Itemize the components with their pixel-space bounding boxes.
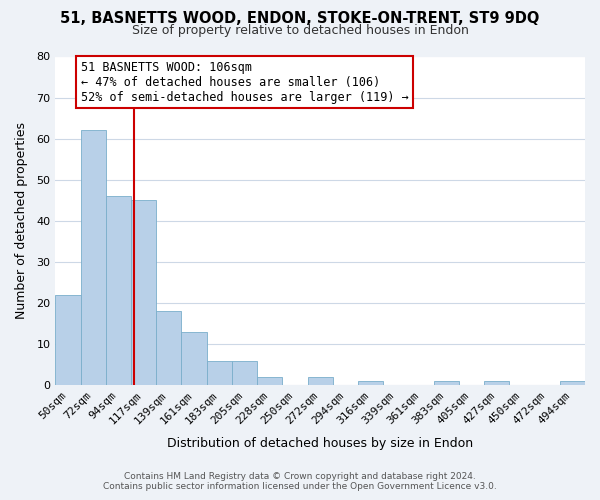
Bar	[131, 200, 156, 386]
Bar	[206, 360, 232, 386]
Text: 51 BASNETTS WOOD: 106sqm
← 47% of detached houses are smaller (106)
52% of semi-: 51 BASNETTS WOOD: 106sqm ← 47% of detach…	[80, 60, 408, 104]
Bar	[484, 381, 509, 386]
Bar	[55, 295, 80, 386]
Bar	[308, 377, 333, 386]
Bar	[358, 381, 383, 386]
Text: 51, BASNETTS WOOD, ENDON, STOKE-ON-TRENT, ST9 9DQ: 51, BASNETTS WOOD, ENDON, STOKE-ON-TRENT…	[61, 11, 539, 26]
Bar	[434, 381, 459, 386]
Y-axis label: Number of detached properties: Number of detached properties	[15, 122, 28, 320]
Bar	[257, 377, 283, 386]
Bar	[181, 332, 206, 386]
Bar	[156, 312, 181, 386]
Bar	[80, 130, 106, 386]
Text: Contains HM Land Registry data © Crown copyright and database right 2024.
Contai: Contains HM Land Registry data © Crown c…	[103, 472, 497, 491]
X-axis label: Distribution of detached houses by size in Endon: Distribution of detached houses by size …	[167, 437, 473, 450]
Bar	[106, 196, 131, 386]
Text: Size of property relative to detached houses in Endon: Size of property relative to detached ho…	[131, 24, 469, 37]
Bar	[560, 381, 585, 386]
Bar	[232, 360, 257, 386]
